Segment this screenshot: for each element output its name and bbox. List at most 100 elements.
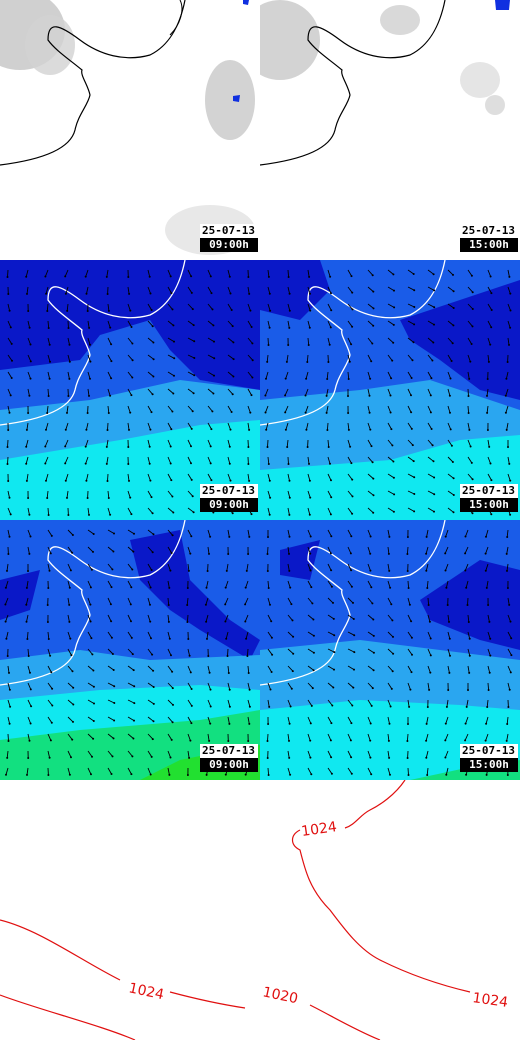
wind-arrow-head — [28, 739, 31, 742]
isobar-layer: 1024 — [0, 780, 260, 1040]
wind-arrow — [467, 303, 474, 310]
wind-arrow — [427, 354, 433, 361]
wind-arrow — [327, 303, 332, 311]
wind-arrow-head — [411, 359, 414, 362]
wind-arrow-head — [130, 773, 133, 776]
wind-arrow — [186, 614, 189, 623]
wind-arrow-head — [267, 275, 270, 278]
wind-arrow-head — [213, 374, 215, 377]
wind-arrow-head — [248, 705, 251, 708]
wind-arrow — [307, 320, 311, 328]
wind-arrow-head — [68, 343, 71, 346]
wind-arrow — [447, 320, 454, 326]
wind-arrow-head — [467, 395, 470, 397]
wind-arrow-head — [429, 654, 432, 657]
wind-arrow — [167, 320, 174, 326]
wind-arrow — [87, 767, 92, 775]
wind-arrow — [267, 767, 270, 776]
wind-arrow-head — [111, 653, 114, 655]
wind-arrow — [67, 665, 73, 672]
wind-arrow-head — [205, 586, 208, 589]
wind-arrow — [224, 614, 229, 622]
wind-arrow — [107, 507, 111, 515]
wind-arrow — [467, 456, 473, 464]
wind-arrow — [387, 767, 391, 775]
wind-arrow-head — [150, 755, 153, 758]
wind-arrow — [407, 439, 414, 446]
wind-arrow-head — [68, 586, 71, 589]
wind-arrow-head — [389, 773, 391, 776]
wind-arrow-head — [389, 394, 392, 397]
wind-arrow — [244, 614, 249, 622]
wind-arrow — [305, 371, 309, 379]
wind-arrow — [327, 337, 331, 345]
wind-arrow-head — [485, 586, 488, 589]
wind-arrow — [107, 320, 111, 328]
wind-arrow — [387, 473, 395, 479]
wind-arrow — [347, 422, 350, 430]
wind-arrow — [467, 405, 470, 414]
wind-arrow — [467, 269, 473, 277]
isobar-label: 1024 — [127, 980, 165, 1003]
wind-arrow — [347, 439, 351, 447]
wind-arrow-head — [27, 757, 30, 759]
timestamp-time: 15:00h — [460, 498, 518, 512]
wind-arrow-head — [291, 670, 294, 673]
wind-arrow-head — [484, 739, 487, 742]
wind-arrow — [307, 733, 311, 741]
wind-arrow-head — [224, 586, 227, 589]
wind-arrow — [444, 750, 449, 758]
wind-arrow-head — [131, 568, 134, 571]
wind-arrow — [7, 388, 12, 396]
wind-arrow-head — [28, 394, 31, 397]
wind-arrow — [427, 320, 435, 325]
wind-arrow-head — [68, 360, 71, 363]
wind-arrow-head — [284, 377, 287, 380]
wind-arrow — [26, 422, 29, 430]
wind-arrow — [107, 750, 113, 757]
wind-arrow-head — [289, 586, 292, 589]
wind-arrow-head — [148, 445, 151, 448]
wind-arrow — [287, 269, 290, 278]
timestamp: 25-07-13 09:00h — [200, 744, 258, 772]
wind-arrow-head — [391, 444, 394, 447]
wind-arrow-head — [508, 462, 511, 465]
wind-arrow — [464, 546, 469, 554]
wind-arrow — [67, 767, 71, 775]
wind-arrow — [127, 614, 132, 622]
wind-arrow-head — [11, 359, 13, 362]
wind-arrow-head — [509, 513, 512, 516]
wind-arrow-head — [350, 722, 353, 725]
wind-arrow — [87, 529, 94, 535]
wind-arrow-head — [308, 326, 311, 329]
wind-arrow — [347, 546, 352, 554]
wind-arrow — [287, 473, 290, 481]
wind-arrow-head — [170, 428, 173, 431]
wind-arrow — [485, 716, 489, 724]
wind-arrow-head — [350, 585, 353, 588]
wind-arrow-head — [29, 377, 32, 380]
wind-arrow-head — [152, 341, 155, 344]
wind-arrow-head — [29, 343, 32, 346]
wind-arrow — [407, 507, 415, 512]
wind-arrow — [347, 473, 353, 480]
wind-arrow — [467, 631, 471, 639]
wind-arrow — [407, 286, 415, 291]
wind-arrow-head — [351, 291, 354, 294]
wind-arrow-head — [10, 377, 13, 379]
wind-arrow-head — [464, 739, 467, 742]
wind-arrow-head — [393, 493, 396, 496]
wind-arrow-head — [448, 637, 451, 640]
wind-arrow-head — [213, 357, 216, 360]
wind-arrow — [387, 546, 390, 554]
wind-arrow-head — [212, 392, 215, 395]
wind-arrow-head — [25, 479, 28, 482]
wind-arrow — [167, 354, 175, 359]
wind-arrow — [107, 529, 115, 534]
wind-arrow-head — [70, 756, 72, 759]
wind-arrow — [267, 269, 270, 277]
wind-arrow — [447, 269, 454, 276]
wind-arrow — [207, 422, 212, 430]
wind-arrow — [127, 665, 134, 671]
wind-arrow-head — [210, 428, 213, 431]
